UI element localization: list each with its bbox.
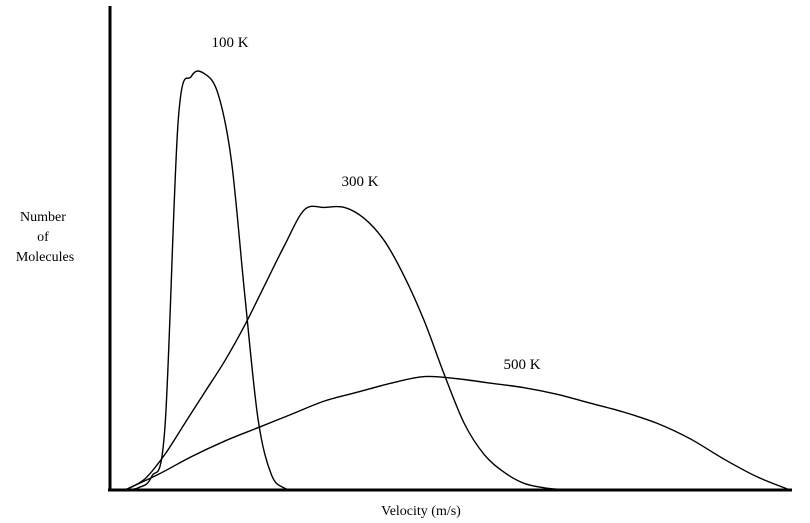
y-axis-label-line-1: Number bbox=[20, 210, 66, 225]
x-axis-label: Velocity (m/s) bbox=[381, 504, 461, 519]
series-line-100k bbox=[124, 70, 352, 491]
series-label-500k: 500 K bbox=[503, 357, 540, 373]
y-axis-label-line-3: Molecules bbox=[16, 250, 74, 265]
y-axis-label-line-2: of bbox=[37, 230, 49, 245]
series-line-300k bbox=[124, 205, 584, 491]
series-line-500k bbox=[124, 375, 791, 491]
series-label-300k: 300 K bbox=[341, 174, 378, 190]
series-label-100k: 100 K bbox=[211, 35, 248, 51]
